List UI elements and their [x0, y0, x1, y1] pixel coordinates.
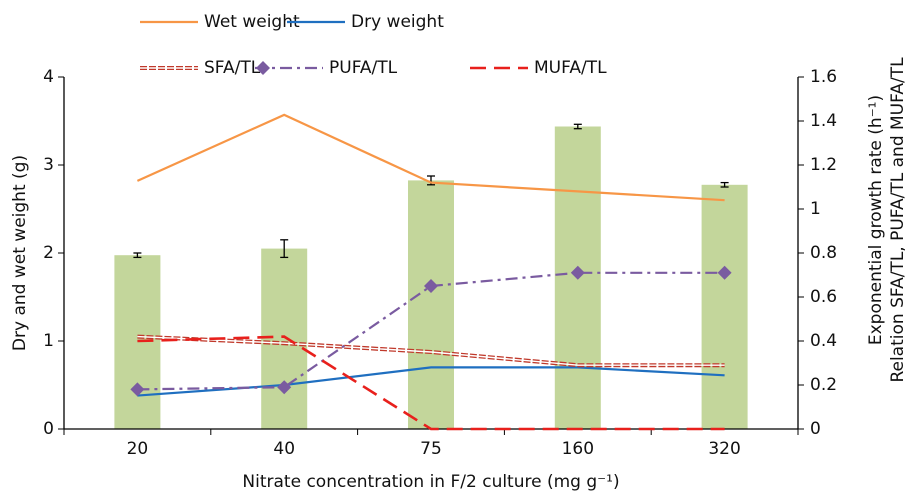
bar	[261, 248, 308, 429]
bar	[114, 255, 161, 429]
series-line	[137, 335, 725, 431]
y-axis-title: Dry and wet weight (g)	[10, 155, 30, 351]
series-line-inner	[137, 335, 725, 366]
legend-label: PUFA/TL	[329, 58, 398, 78]
error-bar	[720, 181, 729, 188]
marker	[130, 382, 145, 397]
y2-tick-label: 0.8	[810, 243, 837, 263]
x-tick-label: 160	[562, 439, 594, 459]
y2-tick-label: 0.2	[810, 375, 837, 395]
error-bar	[280, 239, 289, 259]
y2-tick-label: 1.6	[810, 67, 837, 87]
legend-label: Wet weight	[204, 12, 300, 32]
y2-tick-label: 0.6	[810, 287, 837, 307]
x-tick-label: 40	[273, 439, 295, 459]
y-tick-label: 1	[43, 331, 54, 351]
series-line	[137, 366, 725, 397]
y2-axis-title: Exponential growth rate (h⁻¹)	[866, 95, 886, 345]
series-line	[136, 113, 725, 202]
y2-tick-label: 0.4	[810, 331, 837, 351]
legend-label: SFA/TL	[204, 58, 261, 78]
y2-tick-label: 1	[810, 199, 821, 219]
marker	[424, 279, 438, 293]
y2-tick-label: 1.2	[810, 155, 837, 175]
x-tick-label: 320	[708, 439, 740, 459]
y-tick-label: 2	[43, 243, 54, 263]
y2-tick-label: 0	[810, 419, 821, 439]
marker	[717, 265, 732, 280]
x-tick-label: 75	[420, 439, 442, 459]
bar	[408, 180, 454, 429]
y2-axis-title: Relation SFA/TL, PUFA/TL and MUFA/TL	[888, 57, 908, 383]
legend-label: Dry weight	[351, 12, 444, 32]
y-tick-label: 4	[43, 67, 54, 87]
error-bar	[133, 252, 142, 259]
x-tick-label: 20	[127, 439, 149, 459]
legend-label: MUFA/TL	[534, 58, 607, 78]
x-axis-title: Nitrate concentration in F/2 culture (mg…	[242, 472, 619, 492]
marker	[256, 61, 270, 75]
y-tick-label: 3	[43, 155, 54, 175]
bar	[701, 184, 748, 429]
marker	[277, 380, 292, 395]
y2-tick-label: 1.4	[810, 111, 837, 131]
marker	[570, 265, 585, 280]
error-bar	[573, 123, 582, 130]
y-tick-label: 0	[43, 419, 54, 439]
